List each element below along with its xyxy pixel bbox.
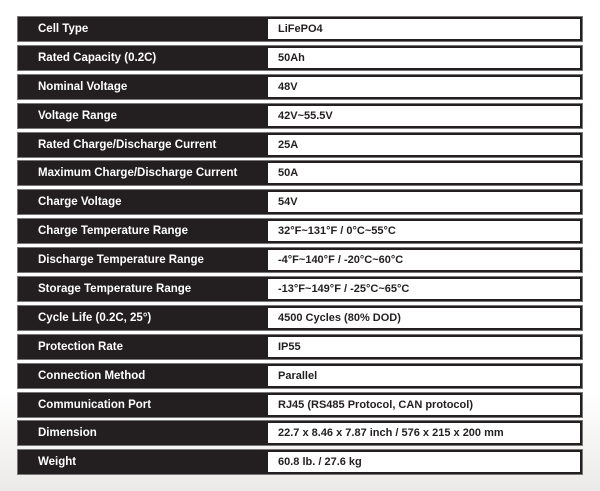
- spec-row: Connection Method Parallel: [17, 362, 583, 389]
- spec-row: Cell Type LiFePO4: [17, 16, 583, 42]
- spec-label: Dimension: [38, 427, 97, 440]
- spec-label: Maximum Charge/Discharge Current: [38, 167, 238, 180]
- spec-label: Cell Type: [38, 23, 89, 35]
- spec-row: Maximum Charge/Discharge Current 50A: [17, 160, 583, 187]
- spec-row: Communication Port RJ45 (RS485 Protocol, …: [17, 391, 583, 418]
- spec-row: Charge Temperature Range 32°F~131°F / 0°C…: [17, 218, 583, 245]
- spec-value: 50A: [268, 163, 580, 184]
- spec-value: -4°F~140°F / -20°C~60°C: [268, 250, 580, 271]
- spec-row: Discharge Temperature Range -4°F~140°F / …: [17, 247, 583, 274]
- spec-label: Connection Method: [38, 369, 146, 382]
- spec-label: Charge Voltage: [38, 196, 122, 209]
- spec-value: 50Ah: [268, 47, 580, 68]
- spec-row: Dimension 22.7 x 8.46 x 7.87 inch / 576 x…: [17, 420, 583, 447]
- spec-row: Storage Temperature Range -13°F~149°F / -…: [17, 276, 583, 303]
- spec-value: 32°F~131°F / 0°C~55°C: [268, 221, 580, 242]
- spec-label: Weight: [38, 456, 77, 469]
- spec-value: -13°F~149°F / -25°C~65°C: [268, 279, 580, 300]
- spec-label: Charge Temperature Range: [38, 225, 188, 238]
- spec-value: 25A: [268, 134, 580, 155]
- spec-value: IP55: [268, 336, 580, 357]
- spec-row: Weight 60.8 lb. / 27.6 kg: [17, 449, 583, 476]
- spec-value: 60.8 lb. / 27.6 kg: [268, 452, 580, 473]
- spec-label: Storage Temperature Range: [38, 283, 192, 296]
- spec-label: Cycle Life (0.2C, 25°): [38, 311, 152, 324]
- spec-value: 4500 Cycles (80% DOD): [268, 307, 580, 328]
- spec-value: 22.7 x 8.46 x 7.87 inch / 576 x 215 x 20…: [268, 423, 580, 444]
- spec-value: 54V: [268, 192, 580, 213]
- spec-label: Voltage Range: [38, 109, 118, 122]
- spec-row: Cycle Life (0.2C, 25°) 4500 Cycles (80% D…: [17, 304, 583, 331]
- spec-label: Protection Rate: [38, 340, 123, 353]
- spec-label: Rated Charge/Discharge Current: [38, 138, 217, 151]
- spec-row: Rated Charge/Discharge Current 25A: [17, 131, 583, 158]
- spec-row: Protection Rate IP55: [17, 333, 583, 360]
- spec-row: Charge Voltage 54V: [17, 189, 583, 216]
- spec-label: Communication Port: [38, 398, 152, 411]
- spec-value: 48V: [268, 76, 580, 97]
- spec-value: Parallel: [268, 365, 580, 386]
- spec-row: Voltage Range 42V~55.5V: [17, 102, 583, 129]
- spec-value: RJ45 (RS485 Protocol, CAN protocol): [268, 394, 580, 415]
- spec-label: Discharge Temperature Range: [38, 254, 204, 267]
- spec-label: Nominal Voltage: [38, 80, 128, 93]
- spec-label: Rated Capacity (0.2C): [38, 51, 157, 64]
- spec-value: 42V~55.5V: [268, 105, 580, 126]
- spec-row: Rated Capacity (0.2C) 50Ah: [17, 44, 583, 71]
- spec-value: LiFePO4: [268, 19, 580, 39]
- spec-table: Cell Type LiFePO4 Rated Capacity (0.2C) 50A…: [17, 16, 583, 478]
- spec-row: Nominal Voltage 48V: [17, 73, 583, 100]
